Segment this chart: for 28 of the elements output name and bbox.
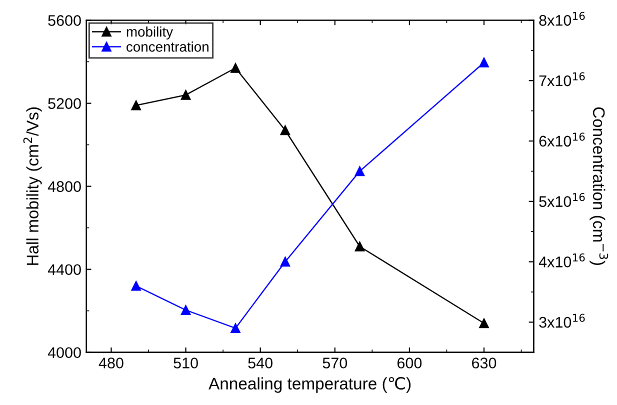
legend-label: concentration	[126, 42, 208, 52]
point	[230, 63, 240, 73]
x-tick-label: 480	[98, 358, 124, 368]
x-tick-label: 600	[397, 358, 422, 368]
x-tick-label: 510	[174, 358, 198, 368]
y2-tick-label: 4x10$^{16}$	[538, 253, 585, 268]
point	[354, 242, 365, 252]
y-tick-label: 4400	[48, 264, 81, 276]
y2-tick-label: 3x10$^{16}$	[539, 314, 585, 328]
y2-tick-label: 7x10$^{16}$	[539, 72, 585, 86]
y-axis-title: Hall mobility (cm$^{2}$/Vs)	[23, 107, 42, 265]
x-axis-title: Annealing temperature (℃)	[208, 377, 411, 393]
point	[479, 318, 489, 328]
y2-axis-title: Concentration (cm$^{−3}$)	[590, 107, 608, 265]
y-tick-label: 5200	[48, 98, 81, 109]
point	[131, 100, 141, 110]
point	[180, 90, 191, 100]
x-tick-label: 630	[472, 358, 496, 368]
point	[280, 125, 290, 136]
x-tick-label: 540	[248, 358, 272, 368]
x-tick-label: 570	[322, 358, 348, 368]
y2-tick-label: 8x10$^{16}$	[539, 12, 585, 26]
y-tick-label: 4800	[48, 181, 81, 192]
y2-tick-label: 5x10$^{16}$	[539, 193, 585, 207]
y-tick-label: 4000	[48, 347, 81, 358]
y2-tick-label: 6x10$^{16}$	[539, 132, 585, 147]
legend-label: mobility	[126, 26, 174, 40]
y-tick-label: 5600	[48, 15, 81, 26]
